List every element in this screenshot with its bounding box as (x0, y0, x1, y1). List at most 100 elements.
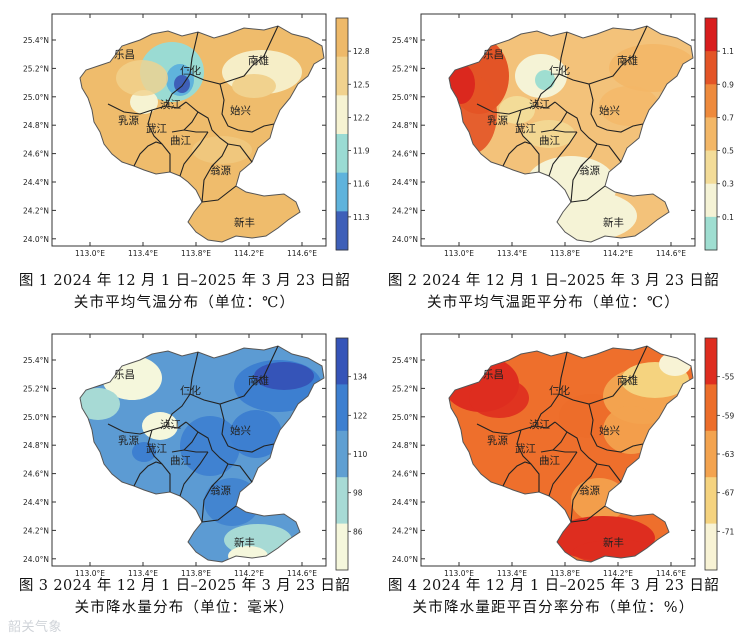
colorbar-tick-label: 122 (353, 411, 368, 420)
county-boundary (171, 449, 208, 453)
city-label: 南雄 (617, 374, 638, 387)
lon-tick-label: 113.0°E (75, 249, 105, 258)
lat-tick-label: 25.2°N (23, 64, 49, 73)
city-marker (121, 53, 123, 55)
colorbar-tick-label: 0.5 (722, 147, 734, 156)
city-label: 翁源 (210, 164, 231, 177)
city-label: 新丰 (234, 536, 255, 549)
colorbar-segment (705, 183, 717, 218)
lat-tick-label: 25.0°N (392, 93, 418, 102)
city-marker (546, 459, 548, 461)
city-marker (546, 139, 548, 141)
city-marker (217, 169, 219, 171)
city-label: 始兴 (599, 424, 620, 437)
county-boundaries (476, 25, 648, 203)
city-label: 乐昌 (483, 369, 504, 381)
lon-tick-label: 114.2°E (234, 569, 264, 578)
city-label: 武江 (146, 122, 167, 135)
contour-area (116, 60, 168, 96)
colorbar-tick-label: 12.2 (353, 113, 369, 122)
county-boundary (540, 129, 577, 133)
county-boundary (570, 185, 606, 203)
colorbar-segment (705, 477, 717, 525)
map-panel-precipitation-anomaly: 乐昌 仁化 南雄 浈江 始兴 乳源 武江 曲江 翁源 新丰 25.4°N 25.2°N 25.0°N 24… (369, 320, 738, 639)
county-boundary (558, 25, 648, 85)
lat-tick-label: 25.2°N (23, 384, 49, 393)
colorbar-tick-label: 98 (353, 489, 363, 498)
contour-area (192, 136, 252, 164)
lon-tick-label: 113.0°E (444, 569, 474, 578)
city-label: 翁源 (579, 484, 600, 497)
city-label: 乳源 (487, 434, 508, 447)
region-outline (79, 25, 325, 243)
contour-area (232, 74, 276, 98)
county-boundary (183, 431, 199, 451)
county-boundary (133, 141, 163, 167)
lat-tick-label: 25.4°N (392, 36, 418, 45)
city-marker (624, 59, 626, 61)
lat-tick-label: 24.8°N (23, 441, 49, 450)
colorbar-tick-label: 11.9 (353, 147, 369, 156)
colorbar-tick-label: 134 (353, 373, 368, 382)
figure-1-caption-sub: 关市平均气温分布（单位：℃） (73, 295, 296, 311)
city-marker (125, 439, 127, 441)
figure-3-caption-sub: 关市降水量分布（单位：毫米） (74, 600, 295, 616)
city-label: 浈江 (160, 99, 181, 111)
county-boundary (189, 25, 279, 85)
colorbar-segment (336, 338, 348, 385)
colorbar-tick-label: 86 (353, 527, 363, 536)
city-marker (255, 59, 257, 61)
colorbar-segment (336, 211, 348, 251)
city-label: 翁源 (210, 484, 231, 497)
city-marker (610, 541, 612, 543)
city-label: 翁源 (579, 164, 600, 177)
city-label: 仁化 (549, 64, 570, 77)
county-boundary (219, 83, 275, 133)
county-boundary (534, 31, 568, 107)
contour-area (535, 70, 555, 90)
colorbar-tick-label: 0.3 (722, 180, 734, 189)
colorbar-tick-label: 11.6 (353, 180, 369, 189)
lon-tick-label: 114.6°E (656, 249, 686, 258)
colorbar-segment (705, 430, 717, 478)
map-panel-temperature-anomaly: 乐昌 仁化 南雄 浈江 始兴 乳源 武江 曲江 翁源 新丰 25.4°N 25.2°N 25.0°N 24… (369, 0, 738, 319)
city-label: 武江 (515, 442, 536, 455)
city-marker (241, 221, 243, 223)
colorbar-segment (705, 384, 717, 432)
lat-tick-label: 24.4°N (392, 498, 418, 507)
county-boundary (548, 131, 578, 177)
city-marker (610, 221, 612, 223)
colorbar-segment (705, 523, 717, 571)
city-label: 武江 (146, 442, 167, 455)
colorbar-segment (336, 477, 348, 525)
city-marker (606, 109, 608, 111)
colorbar-tick-label: -59 (722, 411, 734, 420)
figure-3-caption: 图 3 2024 年 12 月 1 日–2025 年 3 月 23 日韶 (18, 578, 351, 594)
city-label: 浈江 (529, 419, 550, 431)
colorbar-tick-label: 1.1 (722, 47, 734, 56)
county-boundary (570, 463, 598, 523)
lat-tick-label: 24.2°N (392, 206, 418, 215)
colorbar-tick-label: 11.3 (353, 213, 369, 222)
lat-tick-label: 24.2°N (23, 526, 49, 535)
city-marker (522, 127, 524, 129)
lat-tick-label: 24.0°N (23, 555, 49, 564)
county-boundary (219, 403, 275, 453)
lat-tick-label: 25.2°N (392, 384, 418, 393)
lon-tick-label: 113.8°E (181, 249, 211, 258)
county-boundary (588, 403, 644, 453)
county-boundary (534, 351, 568, 427)
lon-tick-label: 113.8°E (181, 569, 211, 578)
county-boundary (554, 101, 622, 163)
lat-tick-label: 24.8°N (23, 121, 49, 130)
lat-tick-label: 24.0°N (392, 555, 418, 564)
region-outline (448, 25, 694, 243)
colorbar-tick-label: 0.7 (722, 113, 734, 122)
colorbar-segment (336, 56, 348, 96)
lat-tick-label: 24.4°N (23, 498, 49, 507)
contour-area (130, 90, 158, 114)
colorbar-segment (336, 172, 348, 212)
